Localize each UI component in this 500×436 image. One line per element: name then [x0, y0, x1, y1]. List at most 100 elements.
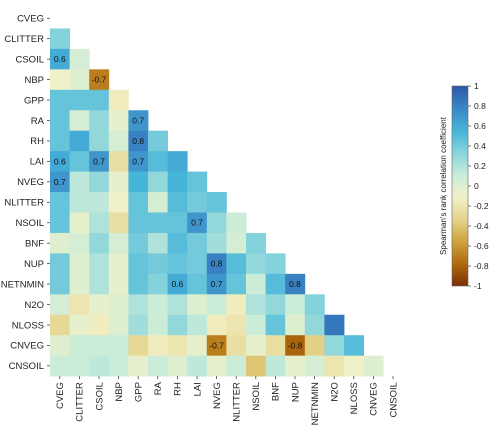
heatmap-cell-cnveg-csoil [89, 335, 110, 357]
heatmap-cell-netnmin-nsoil [246, 273, 266, 295]
col-label-lai: LAI [192, 382, 203, 396]
col-label-cnveg: CNVEG [369, 382, 380, 416]
heatmap-cell-bnf-nlitter [226, 232, 247, 254]
heatmap-cell-cnsoil-ra [148, 355, 168, 377]
heatmap-cell-cnveg-nbp [108, 335, 129, 357]
heatmap-cell-nup-ra [148, 253, 168, 275]
heatmap-cell-n2o-lai [187, 294, 208, 316]
heatmap-cell-gpp-clitter [69, 89, 90, 111]
heatmap-cell-nsoil-nbp [108, 212, 129, 234]
cell-annotation: -0.8 [288, 340, 303, 350]
cell-annotation: 0.7 [54, 177, 66, 187]
heatmap-cell-n2o-bnf [265, 294, 286, 316]
heatmap-cell-cnsoil-nbp [108, 355, 129, 377]
heatmap-cell-nloss-bnf [265, 314, 286, 336]
col-label-ra: RA [153, 381, 164, 395]
heatmap-cell-cnsoil-netnmin [304, 355, 325, 377]
heatmap-cell-nlitter-rh [167, 192, 188, 213]
heatmap-cell-cnveg-nveg [206, 335, 227, 357]
row-label-bnf: BNF [25, 238, 44, 249]
heatmap-cell-cnsoil-nsoil [246, 355, 266, 377]
heatmap-cell-n2o-nbp [108, 294, 129, 316]
heatmap-cell-nlitter-csoil [89, 192, 110, 213]
row-label-nsoil: NSOIL [15, 218, 44, 229]
heatmap-cell-nlitter-nbp [108, 192, 129, 213]
heatmap-cell-bnf-nsoil [246, 232, 266, 254]
heatmap-cell-bnf-nbp [108, 232, 129, 254]
heatmap-cell-nup-csoil [89, 253, 110, 275]
col-label-nloss: NLOSS [349, 382, 360, 414]
cell-annotation: 0.7 [191, 218, 203, 228]
cell-annotation: 0.7 [132, 156, 144, 166]
heatmap-cell-cnsoil-bnf [265, 355, 286, 377]
heatmap-cell-cnveg-nup [285, 335, 306, 357]
heatmap-cell-cnsoil-cnveg [363, 355, 384, 377]
heatmap-cell-netnmin-bnf [265, 273, 286, 295]
col-label-n2o: N2O [330, 382, 341, 402]
heatmap-cell-nloss-csoil [89, 314, 110, 336]
col-label-nveg: NVEG [212, 382, 223, 409]
heatmap-cell-nup-nveg [206, 253, 227, 275]
heatmap-cell-n2o-clitter [69, 294, 90, 316]
cell-annotation: 0.6 [54, 54, 66, 64]
heatmap-cell-nloss-nup [285, 314, 306, 336]
heatmap-cell-lai-csoil [89, 151, 110, 172]
heatmap-cell-nveg-nbp [108, 171, 129, 193]
heatmap-cell-clitter-cveg [50, 28, 70, 50]
heatmap-cell-cnsoil-n2o [324, 355, 345, 377]
colorbar-title: Spearman's rank correlation coefficient [439, 116, 448, 255]
heatmap-cell-nsoil-nveg [206, 212, 227, 234]
heatmap-cell-cnsoil-nup [285, 355, 306, 377]
col-label-cnsoil: CNSOIL [388, 382, 399, 417]
cell-annotation: 0.8 [132, 136, 144, 146]
cell-annotation: 0.7 [211, 279, 223, 289]
cell-annotations: 0.6 -0.7 0.7 0.8 0.6 0.7 0.7 0.7 0.7 0.8 0.6 0.7 0.8… [54, 54, 303, 350]
col-label-csoil: CSOIL [94, 382, 105, 411]
heatmap-cell-cnveg-ra [148, 335, 168, 357]
row-label-gpp: GPP [24, 95, 44, 106]
heatmap-cell-nbp-csoil [89, 69, 110, 91]
heatmap-cells [50, 28, 384, 377]
heatmap-cell-bnf-csoil [89, 232, 110, 254]
colorbar-tick-label: 0.4 [474, 141, 486, 151]
heatmap-cell-bnf-nveg [206, 232, 227, 254]
col-label-nbp: NBP [114, 382, 125, 402]
heatmap-cell-gpp-nbp [108, 89, 129, 111]
heatmap-cell-nloss-nbp [108, 314, 129, 336]
row-label-nloss: NLOSS [12, 320, 44, 331]
heatmap-cell-cnsoil-gpp [128, 355, 149, 377]
heatmap-cell-nloss-nsoil [246, 314, 266, 336]
heatmap-cell-n2o-ra [148, 294, 168, 316]
heatmap-cell-ra-nbp [108, 110, 129, 132]
heatmap-cell-nup-gpp [128, 253, 149, 275]
row-label-csoil: CSOIL [15, 54, 44, 65]
row-label-clitter: CLITTER [4, 34, 44, 45]
heatmap-cell-netnmin-ra [148, 273, 168, 295]
heatmap-cell-netnmin-nveg [206, 273, 227, 295]
heatmap-cell-n2o-nlitter [226, 294, 247, 316]
heatmap-cell-cnveg-nlitter [226, 335, 247, 357]
heatmap-cell-netnmin-clitter [69, 273, 90, 295]
heatmap-cell-nlitter-gpp [128, 192, 149, 213]
heatmap-cell-ra-gpp [128, 110, 149, 132]
heatmap-cell-nbp-clitter [69, 69, 90, 91]
heatmap-cell-csoil-cveg [50, 48, 70, 70]
row-labels: CVEG CLITTER CSOIL NBP GPP RA RH LAI NVEG NLITTER… [1, 14, 50, 372]
heatmap-cell-cnveg-cveg [50, 335, 70, 357]
heatmap-cell-nveg-cveg [50, 171, 70, 193]
heatmap-cell-rh-clitter [69, 130, 90, 152]
heatmap-cell-nveg-ra [148, 171, 168, 193]
heatmap-cell-lai-rh [167, 151, 188, 172]
heatmap-cell-n2o-nup [285, 294, 306, 316]
heatmap-cell-cnsoil-rh [167, 355, 188, 377]
heatmap-cell-ra-cveg [50, 110, 70, 132]
heatmap-cell-lai-nbp [108, 151, 129, 172]
heatmap-cell-nsoil-cveg [50, 212, 70, 234]
heatmap-cell-cnveg-lai [187, 335, 208, 357]
colorbar-tick-label: 0.6 [474, 121, 486, 131]
heatmap-cell-cnsoil-csoil [89, 355, 110, 377]
col-label-nlitter: NLITTER [232, 382, 243, 422]
heatmap-cell-netnmin-nup [285, 273, 306, 295]
heatmap-cell-nsoil-ra [148, 212, 168, 234]
row-label-netnmin: NETNMIN [1, 279, 44, 290]
